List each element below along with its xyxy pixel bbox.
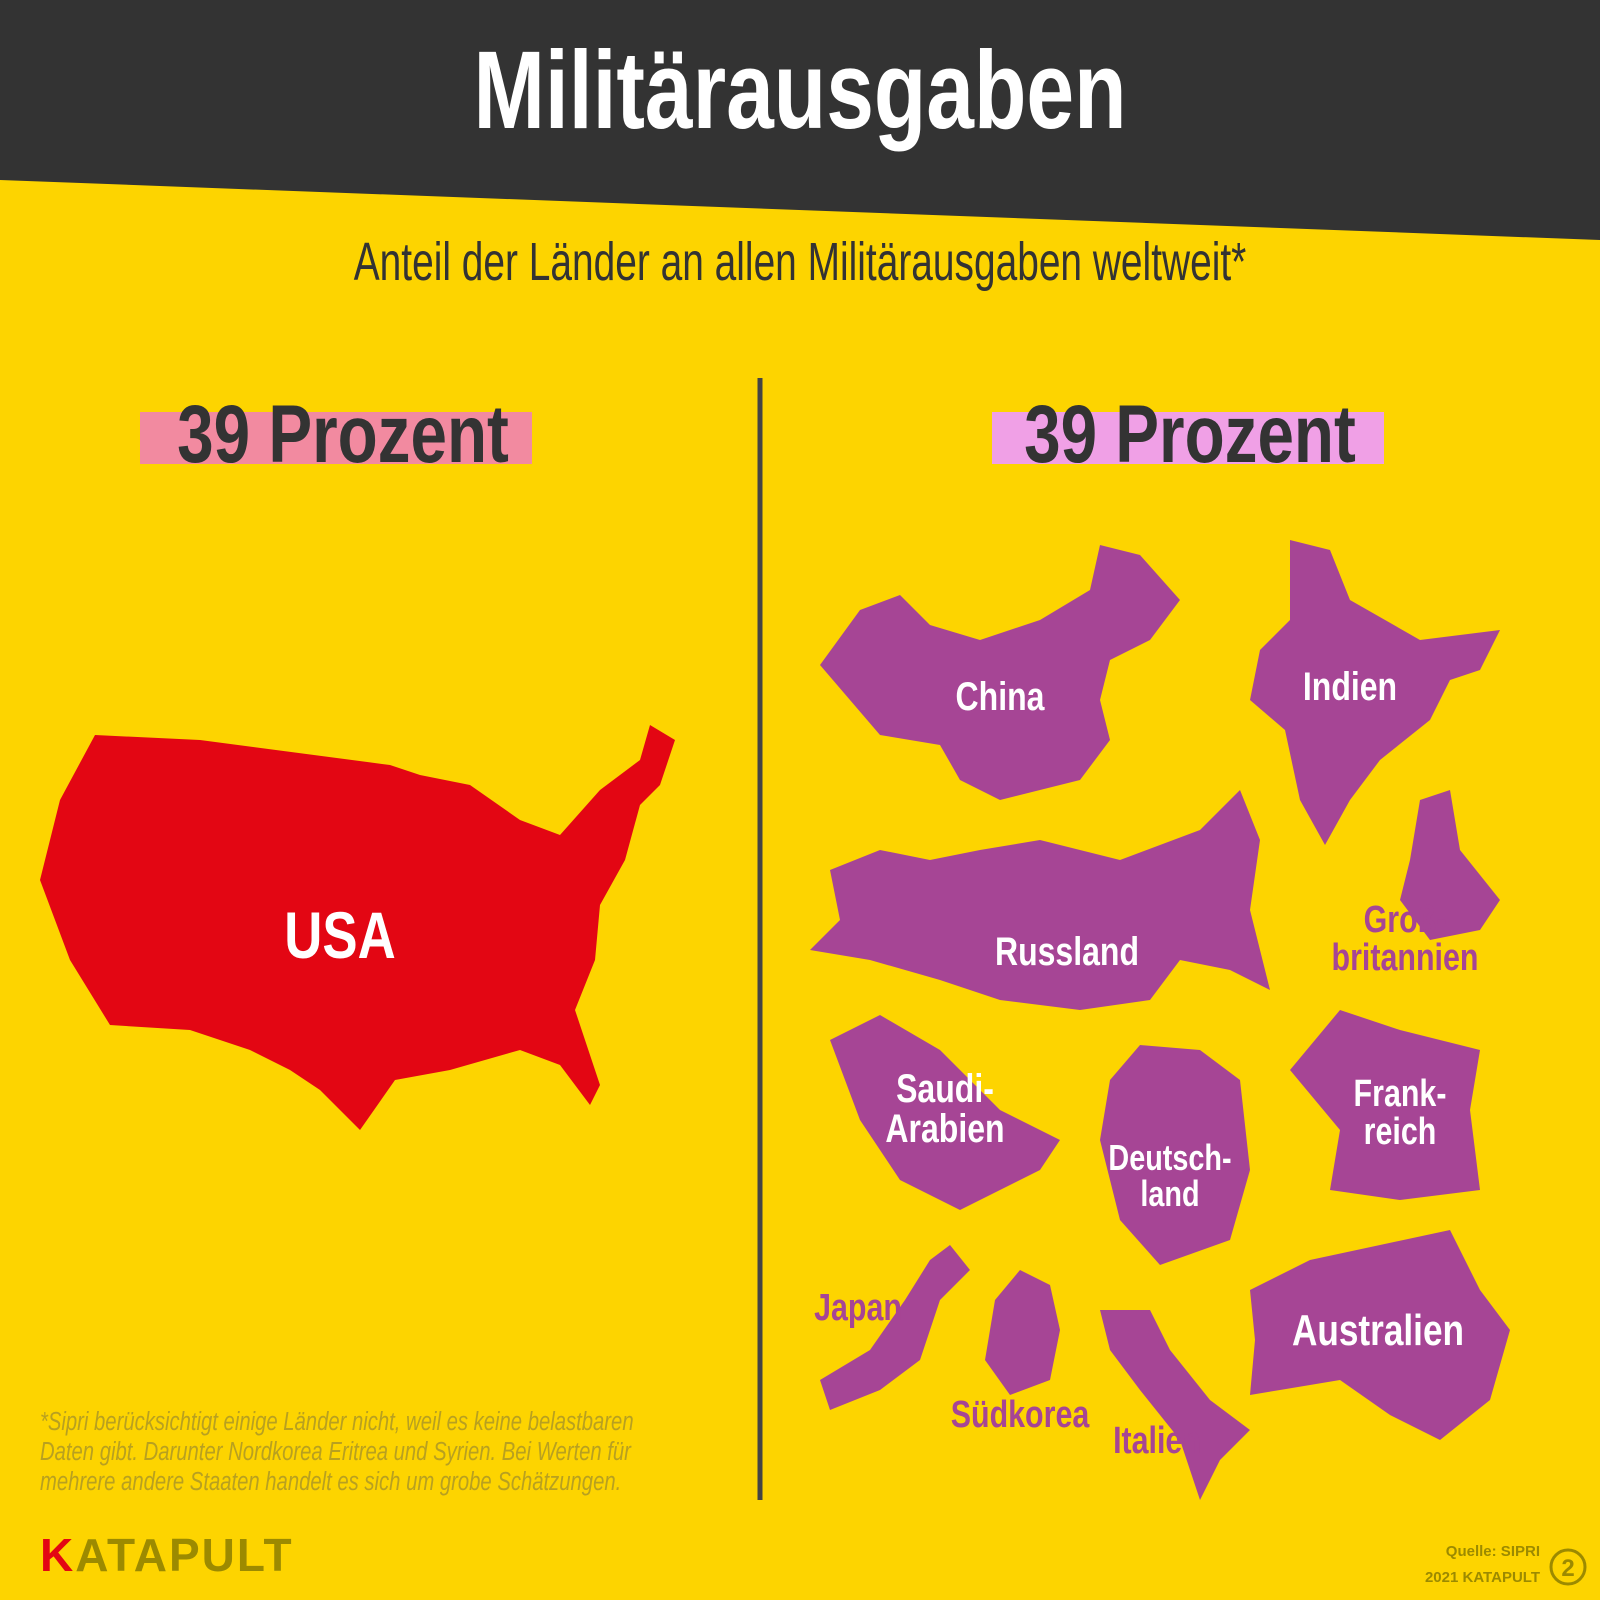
country-label: reich [1364,1111,1437,1153]
footnote-line: *Sipri berücksichtigt einige Länder nich… [40,1407,634,1436]
issue-circle [1549,1548,1587,1586]
maps [810,540,1510,1500]
map-uk [1400,790,1500,940]
map-russia [810,790,1270,1010]
header-band [0,0,1600,240]
country-label: Groß- [1364,899,1447,941]
copyright: 2021 KATAPULT [1425,1569,1540,1586]
country-label: Russland [995,929,1139,974]
country-label: Indien [1303,664,1397,709]
country-label: Italien [1113,1420,1201,1462]
country-label: Japan [814,1287,902,1329]
map-australia [1250,1230,1510,1440]
map-japan [820,1245,970,1410]
country-label: Saudi- [896,1066,994,1111]
country-label: China [956,674,1046,719]
share-right: 39 Prozent [1024,388,1356,480]
map-korea [985,1270,1060,1395]
map-italy [1100,1310,1250,1500]
title: Militärausgaben [473,29,1126,152]
country-label: Frank- [1354,1073,1447,1115]
map-france [1290,1010,1480,1200]
source: Quelle: SIPRI [1446,1543,1540,1560]
map-saudi [830,1015,1060,1210]
map-india [1250,540,1500,845]
brand: KATAPULT [40,1529,294,1581]
map-china [820,545,1180,800]
subtitle: Anteil der Länder an allen Militärausgab… [354,231,1247,292]
highlight [140,412,532,464]
country-label: Australien [1292,1306,1464,1355]
map-germany [1100,1045,1250,1265]
country-label: Deutsch- [1108,1137,1231,1178]
share-left: 39 Prozent [177,388,509,480]
issue: 2 [1561,1555,1574,1582]
country-label: Arabien [885,1106,1004,1151]
country-label: USA [284,898,395,972]
footnote-line: Daten gibt. Darunter Nordkorea Eritrea u… [40,1437,632,1466]
country-label: britannien [1332,937,1479,979]
country-label: Südkorea [951,1394,1090,1436]
country-label: land [1140,1173,1199,1214]
highlight [992,412,1384,464]
map-usa [40,725,675,1130]
footnote-line: mehrere andere Staaten handelt es sich u… [40,1467,621,1496]
